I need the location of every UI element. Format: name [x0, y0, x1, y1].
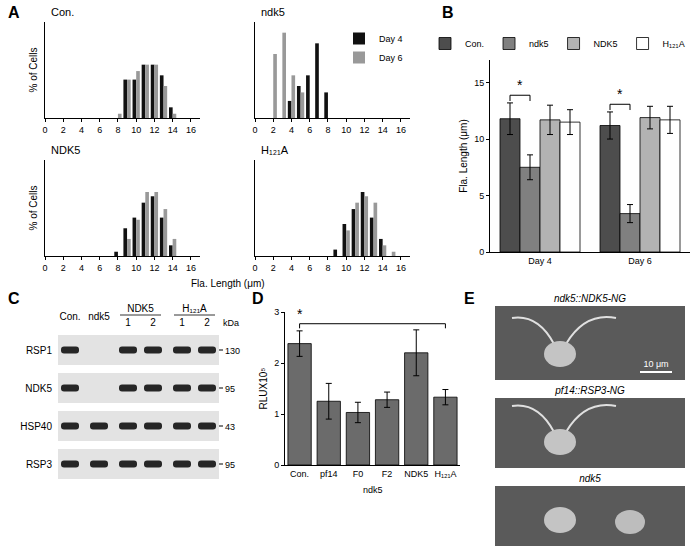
svg-text:1: 1 [179, 317, 185, 328]
svg-text:ndk5: ndk5 [88, 311, 110, 322]
svg-text:NDK5: NDK5 [51, 144, 80, 156]
svg-text:10: 10 [131, 125, 141, 135]
svg-text:H₁₂₁A: H₁₂₁A [434, 469, 456, 479]
svg-text:F0: F0 [353, 469, 364, 479]
svg-text:2: 2 [61, 263, 66, 273]
svg-text:Fla. Length (μm): Fla. Length (μm) [191, 278, 265, 289]
svg-text:95: 95 [225, 384, 235, 394]
svg-text:Con.: Con. [465, 39, 484, 49]
svg-text:NDK5: NDK5 [404, 469, 428, 479]
svg-text:12: 12 [149, 125, 159, 135]
svg-text:1: 1 [274, 409, 279, 419]
svg-text:Day 4: Day 4 [528, 256, 552, 266]
svg-text:0: 0 [42, 263, 47, 273]
svg-text:16: 16 [186, 263, 196, 273]
svg-text:ndk5: ndk5 [363, 485, 383, 495]
svg-text:Fla. Length (μm): Fla. Length (μm) [458, 119, 469, 193]
svg-text:*: * [517, 77, 523, 93]
svg-text:2: 2 [150, 317, 156, 328]
svg-text:14: 14 [378, 125, 388, 135]
svg-text:43: 43 [225, 422, 235, 432]
svg-text:B: B [442, 4, 454, 21]
svg-text:5: 5 [479, 191, 484, 201]
svg-text:ndk5: ndk5 [529, 39, 549, 49]
svg-text:D: D [252, 290, 264, 307]
svg-text:3: 3 [274, 307, 279, 317]
svg-text:10: 10 [131, 263, 141, 273]
svg-text:16: 16 [186, 125, 196, 135]
svg-text:14: 14 [168, 125, 178, 135]
svg-text:RSP1: RSP1 [26, 345, 53, 356]
svg-text:2: 2 [271, 263, 276, 273]
svg-text:Con.: Con. [51, 6, 74, 18]
svg-text:0: 0 [252, 125, 257, 135]
svg-text:H₁₂₁A: H₁₂₁A [663, 39, 685, 49]
svg-text:10: 10 [341, 263, 351, 273]
svg-text:C: C [8, 290, 20, 307]
svg-text:6: 6 [97, 125, 102, 135]
svg-text:8: 8 [325, 125, 330, 135]
svg-text:15: 15 [474, 78, 484, 88]
svg-text:0: 0 [252, 263, 257, 273]
svg-text:ndk5: ndk5 [579, 473, 601, 484]
svg-text:10: 10 [341, 125, 351, 135]
svg-text:8: 8 [325, 263, 330, 273]
svg-text:6: 6 [97, 263, 102, 273]
svg-text:14: 14 [168, 263, 178, 273]
svg-text:4: 4 [79, 125, 84, 135]
svg-text:2: 2 [61, 125, 66, 135]
svg-text:6: 6 [307, 125, 312, 135]
svg-text:4: 4 [289, 125, 294, 135]
svg-text:8: 8 [115, 263, 120, 273]
svg-text:Day 4: Day 4 [379, 34, 403, 44]
svg-text:H₁₂₁A: H₁₂₁A [261, 144, 289, 156]
svg-text:pf14::RSP3-NG: pf14::RSP3-NG [554, 385, 625, 396]
svg-text:H₁₂₁A: H₁₂₁A [182, 303, 207, 314]
svg-text:16: 16 [396, 263, 406, 273]
svg-text:Con.: Con. [290, 469, 309, 479]
svg-text:8: 8 [115, 125, 120, 135]
svg-text:95: 95 [225, 460, 235, 470]
svg-text:0: 0 [479, 247, 484, 257]
svg-text:NDK5: NDK5 [594, 39, 618, 49]
svg-text:kDa: kDa [223, 318, 239, 328]
svg-text:NDK5: NDK5 [25, 383, 52, 394]
svg-text:ndk5: ndk5 [261, 6, 285, 18]
svg-text:0: 0 [42, 125, 47, 135]
svg-text:*: * [297, 306, 303, 322]
svg-text:Day 6: Day 6 [379, 53, 403, 63]
svg-text:16: 16 [396, 125, 406, 135]
svg-text:HSP40: HSP40 [20, 421, 52, 432]
svg-text:130: 130 [225, 346, 240, 356]
svg-text:2: 2 [204, 317, 210, 328]
svg-text:NDK5: NDK5 [127, 303, 154, 314]
svg-text:12: 12 [149, 263, 159, 273]
svg-text:% of Cells: % of Cells [28, 185, 39, 230]
svg-text:RSP3: RSP3 [26, 459, 53, 470]
svg-text:14: 14 [378, 263, 388, 273]
svg-text:ndk5::NDK5-NG: ndk5::NDK5-NG [554, 293, 626, 304]
svg-text:Day 6: Day 6 [628, 256, 652, 266]
svg-text:A: A [8, 4, 20, 21]
svg-text:4: 4 [79, 263, 84, 273]
svg-text:12: 12 [359, 263, 369, 273]
svg-text:RLUX10⁵: RLUX10⁵ [258, 368, 269, 410]
svg-text:2: 2 [274, 358, 279, 368]
svg-text:6: 6 [307, 263, 312, 273]
svg-text:pf14: pf14 [320, 469, 338, 479]
svg-text:0: 0 [274, 460, 279, 470]
svg-text:% of Cells: % of Cells [28, 47, 39, 92]
svg-text:E: E [464, 290, 475, 307]
svg-text:4: 4 [289, 263, 294, 273]
svg-text:Con.: Con. [59, 311, 80, 322]
svg-text:2: 2 [271, 125, 276, 135]
svg-text:1: 1 [125, 317, 131, 328]
svg-text:F2: F2 [382, 469, 393, 479]
svg-text:10 μm: 10 μm [643, 359, 668, 369]
svg-text:10: 10 [474, 134, 484, 144]
svg-text:*: * [617, 86, 623, 102]
svg-text:12: 12 [359, 125, 369, 135]
